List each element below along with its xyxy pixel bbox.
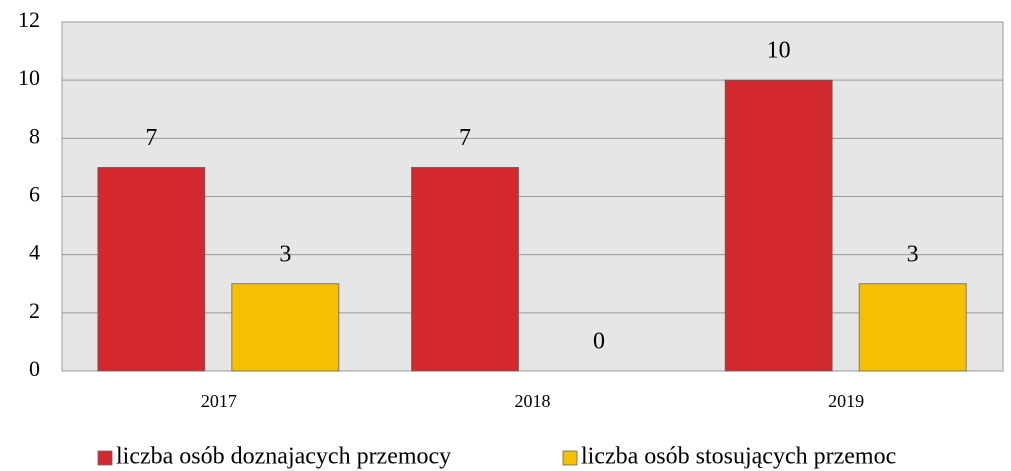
y-tick-label: 2: [29, 298, 40, 323]
bar: [858, 283, 967, 372]
legend-swatch: [97, 450, 113, 466]
x-tick-label: 2019: [828, 391, 864, 411]
legend-swatch: [562, 450, 578, 466]
y-tick-label: 0: [29, 356, 40, 381]
legend-label: liczba osób stosujących przemoc: [581, 444, 896, 470]
y-tick-label: 12: [18, 7, 40, 32]
value-label: 7: [459, 125, 471, 151]
value-label: 10: [767, 38, 791, 64]
value-label: 3: [279, 241, 291, 267]
y-tick-label: 6: [29, 182, 40, 207]
bar: [97, 167, 206, 372]
bar: [231, 283, 340, 372]
legend-label: liczba osób doznajacych przemocy: [116, 444, 451, 470]
x-tick-label: 2017: [201, 391, 237, 411]
value-label: 7: [145, 125, 157, 151]
value-label: 0: [593, 329, 605, 355]
y-tick-label: 10: [18, 65, 40, 90]
y-tick-label: 8: [29, 123, 40, 148]
value-label: 3: [907, 241, 919, 267]
bar: [411, 167, 519, 372]
bar: [724, 79, 833, 372]
y-tick-label: 4: [29, 240, 40, 265]
x-tick-label: 2018: [515, 391, 551, 411]
